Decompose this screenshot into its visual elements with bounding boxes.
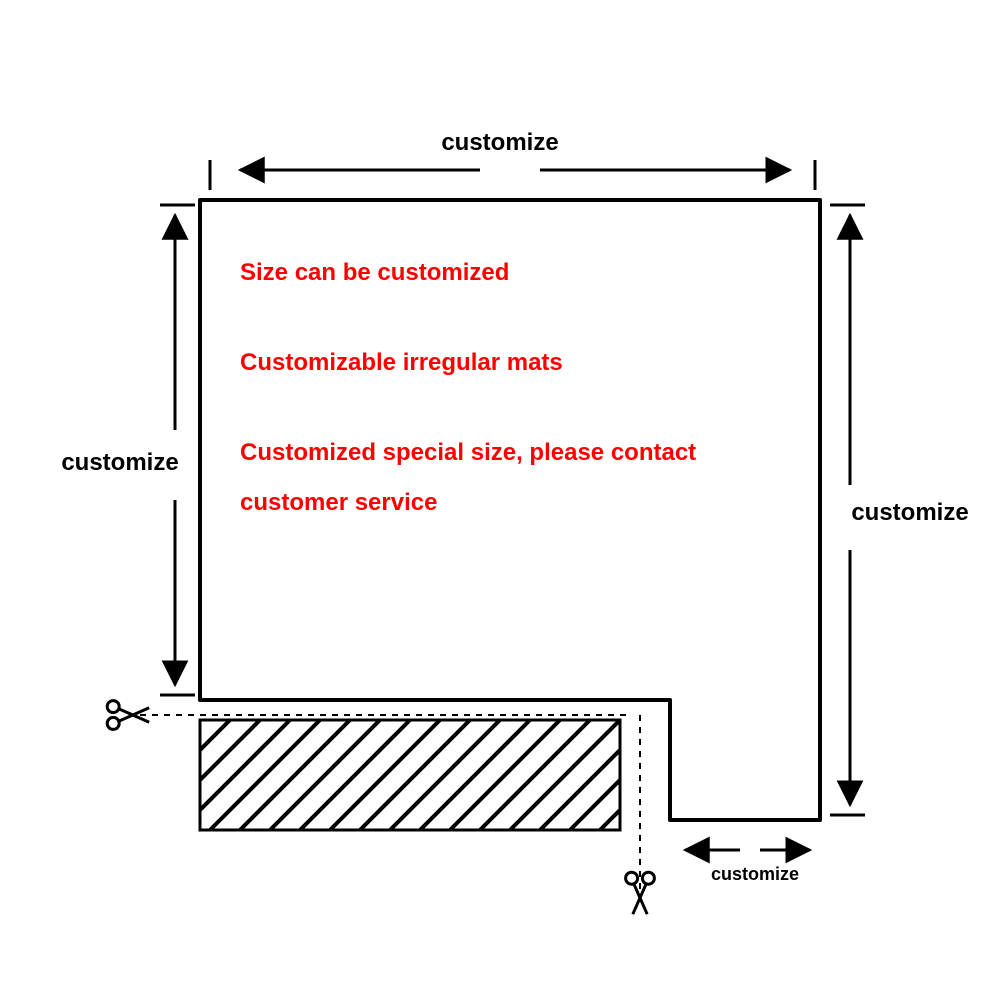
message-line: Size can be customized — [240, 259, 509, 286]
dimension-top: customize — [210, 129, 815, 190]
dimension-label: customize — [851, 499, 968, 526]
dimension-label: customize — [711, 864, 799, 884]
dimension-left: customize — [61, 205, 195, 695]
dimension-right: customize — [830, 205, 969, 815]
diagram-canvas: customize customize customize customize … — [0, 0, 1000, 1000]
message-line: Customizable irregular mats — [240, 349, 563, 376]
cutoff-hatch — [90, 720, 830, 830]
dimension-label: customize — [441, 129, 558, 156]
scissors-icon — [626, 872, 655, 914]
message-line: Customized special size, please contact — [240, 439, 696, 466]
dimension-label: customize — [61, 449, 178, 476]
message-line: customer service — [240, 489, 437, 516]
dimension-bottom: customize — [685, 850, 810, 884]
